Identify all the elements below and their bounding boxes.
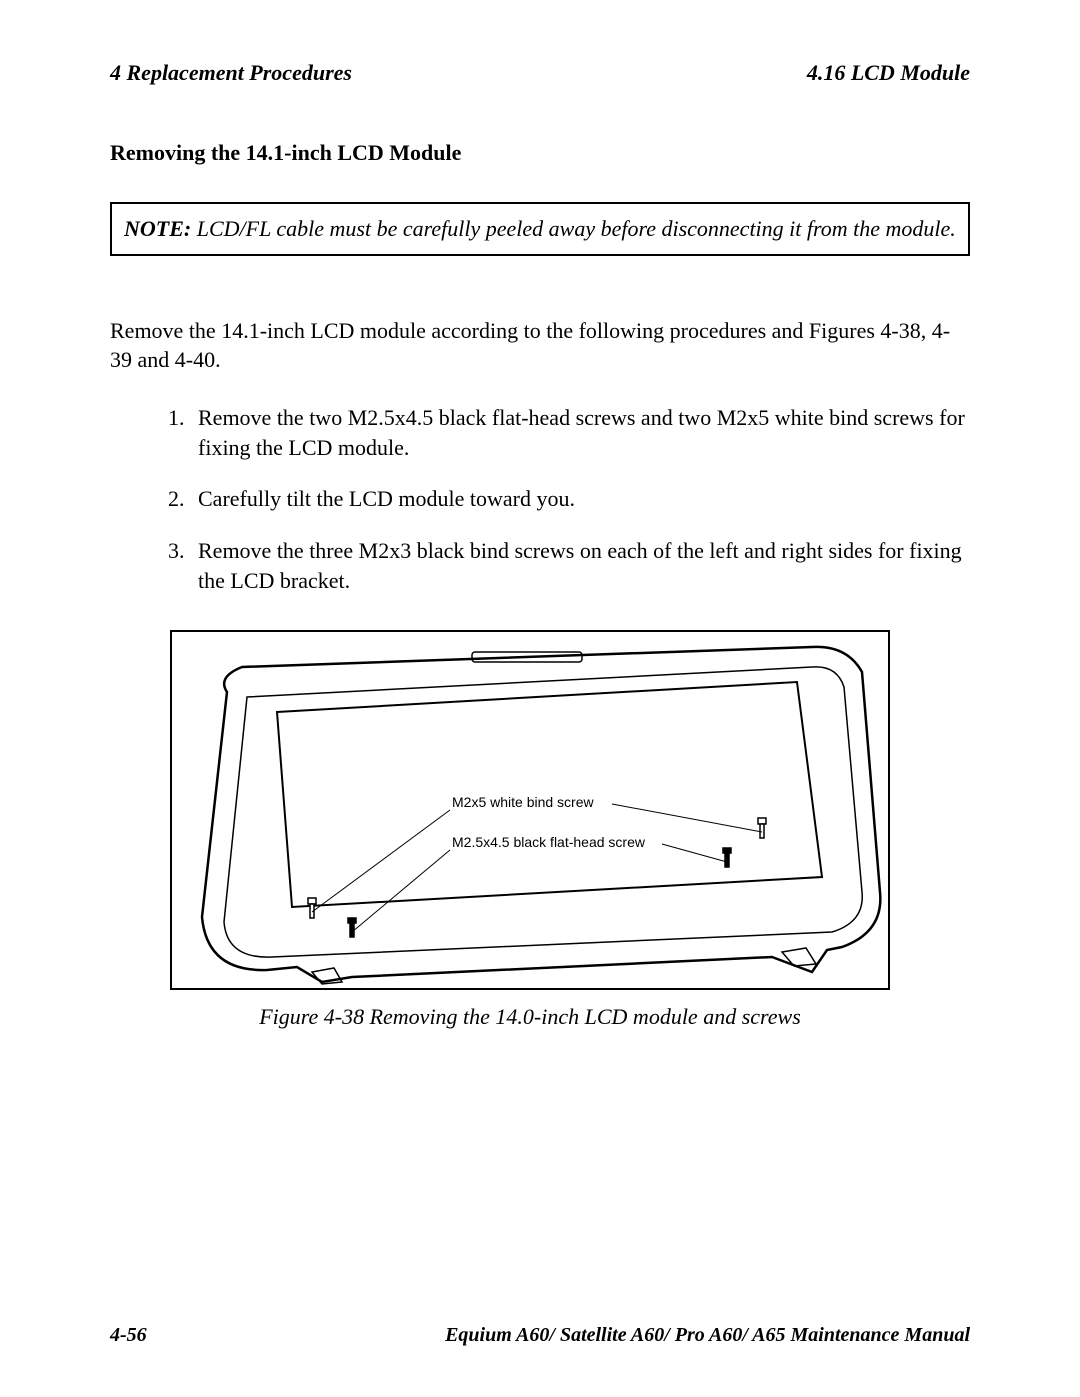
- lcd-diagram-svg: M2x5 white bind screw M2.5x4.5 black fla…: [172, 632, 892, 992]
- step-item: Remove the two M2.5x4.5 black flat-head …: [190, 403, 970, 462]
- footer-manual-title: Equium A60/ Satellite A60/ Pro A60/ A65 …: [445, 1324, 970, 1347]
- screw-black-flat: [723, 848, 731, 867]
- footer-page-number: 4-56: [110, 1324, 147, 1347]
- page-header: 4 Replacement Procedures 4.16 LCD Module: [110, 60, 970, 90]
- figure-label-white-bind: M2x5 white bind screw: [452, 794, 595, 810]
- page-footer: 4-56 Equium A60/ Satellite A60/ Pro A60/…: [110, 1324, 970, 1347]
- section-subtitle: Removing the 14.1-inch LCD Module: [110, 140, 970, 166]
- figure-caption: Figure 4-38 Removing the 14.0-inch LCD m…: [170, 1004, 890, 1030]
- note-box: NOTE: LCD/FL cable must be carefully pee…: [110, 202, 970, 256]
- screw-white-bind: [758, 818, 766, 838]
- figure-container: M2x5 white bind screw M2.5x4.5 black fla…: [170, 630, 890, 1030]
- header-right: 4.16 LCD Module: [807, 60, 970, 86]
- screw-white-bind: [308, 898, 316, 918]
- note-text: LCD/FL cable must be carefully peeled aw…: [191, 216, 956, 241]
- screw-black-flat: [348, 918, 356, 937]
- note-label: NOTE:: [124, 216, 191, 241]
- header-left: 4 Replacement Procedures: [110, 60, 352, 86]
- intro-paragraph: Remove the 14.1-inch LCD module accordin…: [110, 316, 970, 375]
- steps-list: Remove the two M2.5x4.5 black flat-head …: [110, 403, 970, 617]
- figure-diagram: M2x5 white bind screw M2.5x4.5 black fla…: [170, 630, 890, 990]
- page: 4 Replacement Procedures 4.16 LCD Module…: [0, 0, 1080, 1397]
- figure-label-black-flat: M2.5x4.5 black flat-head screw: [452, 834, 646, 850]
- step-item: Carefully tilt the LCD module toward you…: [190, 484, 970, 514]
- step-item: Remove the three M2x3 black bind screws …: [190, 536, 970, 595]
